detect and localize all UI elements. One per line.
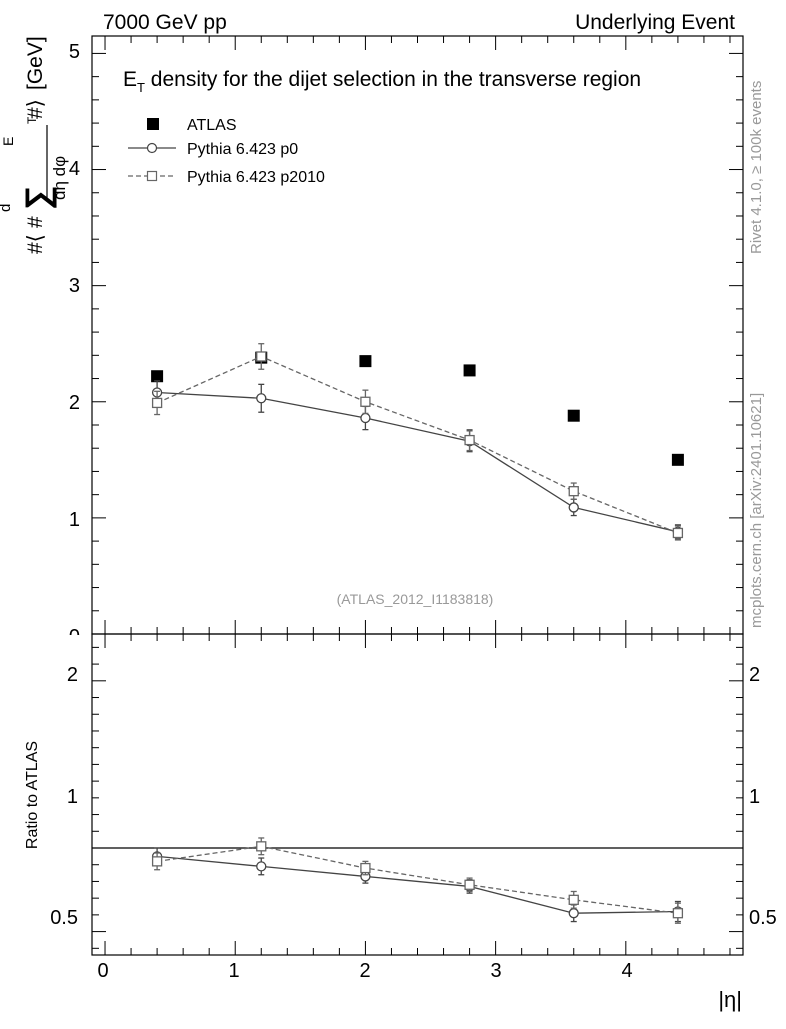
x-axis-ticks bbox=[104, 36, 731, 955]
p2010-marker bbox=[672, 527, 684, 539]
atlas-data-point bbox=[151, 370, 164, 383]
main-ytick-label: 4 bbox=[69, 158, 80, 180]
legend: ATLAS Pythia 6.423 p0 Pythia 6.423 p2010 bbox=[128, 117, 325, 186]
ylabel-hash-open: #⟨ bbox=[24, 234, 47, 254]
ylabel-d: d bbox=[0, 204, 14, 212]
plot-title: ET density for the dijet selection in th… bbox=[123, 68, 641, 95]
p2010-marker bbox=[672, 908, 684, 919]
ratio-axis-ticks bbox=[92, 646, 743, 949]
p0-marker bbox=[568, 908, 579, 919]
p2010-marker bbox=[360, 396, 371, 407]
main-ytick-label: 3 bbox=[69, 275, 80, 297]
xtick-label: 1 bbox=[228, 960, 239, 982]
legend-label-p0: Pythia 6.423 p0 bbox=[187, 141, 298, 158]
ratio-ytick-label: 1 bbox=[67, 786, 78, 808]
p2010-marker bbox=[256, 351, 267, 362]
atlas-data-point bbox=[463, 364, 476, 377]
main-y-axis-label: #⟨ # d ∑ E T #⟩ [GeV] dη dφ bbox=[0, 36, 69, 254]
x-axis-label: |η| bbox=[718, 987, 742, 1012]
main-ytick-label: 1 bbox=[69, 509, 80, 531]
main-ytick-label: 5 bbox=[69, 41, 80, 63]
p2010-marker bbox=[568, 894, 579, 905]
ylabel-e: E bbox=[0, 137, 16, 146]
ylabel-denominator: dη dφ bbox=[50, 156, 69, 200]
p2010-marker bbox=[568, 486, 579, 497]
ratio-ytick-label-right: 1 bbox=[749, 786, 760, 808]
p2010-marker bbox=[464, 434, 475, 446]
ylabel-hash-close: #⟩ bbox=[24, 99, 47, 119]
mcplots-label: mcplots.cern.ch [arXiv:2401.10621] bbox=[748, 393, 765, 628]
title-subscript: T bbox=[137, 80, 145, 95]
zero-label-mask bbox=[60, 635, 88, 649]
p2010-marker bbox=[360, 862, 371, 874]
legend-label-p2010: Pythia 6.423 p2010 bbox=[187, 169, 325, 186]
xtick-label: 2 bbox=[359, 960, 370, 982]
p2010-marker bbox=[151, 397, 163, 409]
atlas-data-point bbox=[359, 355, 372, 368]
title-main: E bbox=[123, 68, 137, 91]
series-line bbox=[156, 355, 679, 534]
header-left: 7000 GeV pp bbox=[103, 11, 227, 34]
main-axis-ticks bbox=[92, 52, 743, 635]
p0-marker bbox=[568, 502, 579, 513]
title-rest: density for the dijet selection in the t… bbox=[145, 68, 641, 91]
ratio-plot-frame bbox=[91, 633, 744, 956]
xtick-label: 4 bbox=[621, 960, 632, 982]
legend-marker-p0 bbox=[146, 142, 158, 154]
analysis-watermark: (ATLAS_2012_I1183818) bbox=[337, 591, 494, 607]
legend-marker-atlas bbox=[147, 118, 159, 130]
ratio-ytick-label: 0.5 bbox=[50, 907, 78, 929]
header-right: Underlying Event bbox=[575, 11, 735, 34]
series-line bbox=[157, 845, 678, 914]
atlas-data-point bbox=[671, 453, 684, 466]
series-line bbox=[157, 391, 679, 533]
ratio-ytick-label-right: 2 bbox=[749, 664, 760, 686]
ratio-y-axis-label: Ratio to ATLAS bbox=[24, 741, 41, 849]
ylabel-t: T bbox=[25, 116, 39, 124]
series-line bbox=[157, 855, 678, 914]
legend-marker-p2010 bbox=[146, 170, 158, 182]
p0-marker bbox=[360, 412, 371, 424]
ylabel-unit: [GeV] bbox=[24, 36, 47, 90]
ratio-ytick-label: 2 bbox=[67, 664, 78, 686]
p0-marker bbox=[256, 861, 267, 872]
ratio-ytick-label-right: 0.5 bbox=[749, 907, 777, 929]
p0-marker bbox=[256, 393, 267, 404]
ratio-data-marks bbox=[151, 837, 684, 924]
xtick-label: 3 bbox=[490, 960, 501, 982]
p2010-marker bbox=[151, 856, 163, 867]
p2010-marker bbox=[464, 879, 475, 890]
rivet-label: Rivet 4.1.0, ≥ 100k events bbox=[748, 81, 765, 254]
xtick-label: 0 bbox=[97, 960, 108, 982]
main-data-marks bbox=[151, 343, 684, 541]
legend-label-atlas: ATLAS bbox=[187, 117, 237, 134]
main-ytick-label: 2 bbox=[69, 392, 80, 414]
ylabel-hash: # bbox=[24, 216, 47, 228]
ylabel-sigma: ∑ bbox=[19, 186, 57, 210]
atlas-data-point bbox=[567, 409, 580, 422]
p2010-marker bbox=[256, 841, 267, 852]
